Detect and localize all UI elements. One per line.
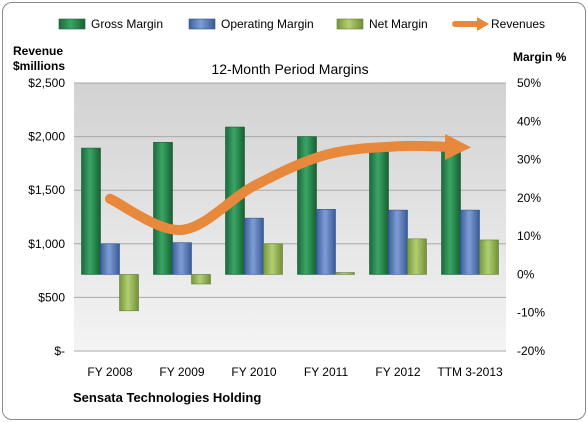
category-label-fy-2010: FY 2010 [231, 365, 276, 379]
right-tick-0: 0% [517, 267, 535, 281]
left-axis-ticks: $- $500 $1,000 $1,500 $2,000 $2,500 [28, 76, 65, 358]
bar-operating-margin-fy-2012 [388, 209, 408, 275]
left-tick-2-000: $2,000 [28, 130, 65, 144]
bar-operating-margin-fy-2011 [316, 209, 336, 275]
legend-label-net-margin: Net Margin [369, 17, 428, 31]
right-tick-50: 50% [517, 76, 541, 90]
bar-net-margin-fy-2010 [263, 243, 283, 275]
bar-gross-margin-ttm-3-2013 [441, 143, 461, 275]
left-tick-1-500: $1,500 [28, 183, 65, 197]
legend-swatch-revenues-head [477, 17, 489, 31]
bar-net-margin-fy-2012 [407, 238, 427, 275]
category-label-ttm-3-2013: TTM 3-2013 [437, 365, 503, 379]
left-tick-1-000: $1,000 [28, 237, 65, 251]
right-tick-10: -10% [517, 306, 545, 320]
left-axis-label-line2: $millions [13, 59, 65, 73]
bar-net-margin-fy-2008 [119, 274, 139, 312]
right-tick-20: -20% [517, 344, 545, 358]
revenue-series [105, 133, 472, 235]
legend-label-gross-margin: Gross Margin [91, 17, 163, 31]
legend: Gross Margin Operating Margin Net Margin… [58, 17, 545, 31]
gridlines [74, 82, 506, 352]
right-axis-label: Margin % [513, 50, 567, 64]
chart-title: 12-Month Period Margins [211, 61, 368, 77]
company-name: Sensata Technologies Holding [73, 390, 261, 405]
right-tick-30: 30% [517, 153, 541, 167]
bar-net-margin-ttm-3-2013 [479, 239, 499, 275]
category-label-fy-2008: FY 2008 [87, 365, 132, 379]
bar-gross-margin-fy-2011 [297, 136, 317, 275]
left-tick-: $- [54, 344, 65, 358]
revenue-line [105, 133, 472, 235]
legend-label-operating-margin: Operating Margin [221, 17, 314, 31]
bar-gross-margin-fy-2009 [153, 142, 173, 275]
bar-net-margin-fy-2009 [191, 274, 211, 285]
right-axis-ticks: -20% -10% 0% 10% 20% 30% 40% 50% [517, 76, 545, 358]
margins-chart: Gross Margin Operating Margin Net Margin… [13, 17, 567, 405]
bar-gross-margin-fy-2012 [369, 143, 389, 275]
bar-operating-margin-ttm-3-2013 [460, 209, 480, 275]
bar-operating-margin-fy-2009 [172, 242, 192, 275]
bar-net-margin-fy-2011 [335, 272, 355, 275]
right-tick-40: 40% [517, 114, 541, 128]
left-tick-2-500: $2,500 [28, 76, 65, 90]
legend-swatch-operating-margin [188, 18, 216, 30]
legend-swatch-gross-margin [58, 18, 86, 30]
left-tick-500: $500 [38, 290, 65, 304]
category-labels: FY 2008 FY 2009 FY 2010 FY 2011 FY 2012 TTM 3… [87, 365, 503, 379]
right-tick-20: 20% [517, 191, 541, 205]
bar-operating-margin-fy-2010 [244, 217, 264, 275]
legend-label-revenues: Revenues [491, 17, 545, 31]
bar-gross-margin-fy-2008 [81, 147, 101, 275]
legend-swatch-net-margin [336, 18, 364, 30]
category-label-fy-2012: FY 2012 [375, 365, 420, 379]
right-tick-10: 10% [517, 229, 541, 243]
category-label-fy-2011: FY 2011 [304, 365, 349, 379]
category-label-fy-2009: FY 2009 [159, 365, 204, 379]
bar-operating-margin-fy-2008 [100, 243, 120, 275]
left-axis-label-line1: Revenue [13, 44, 63, 58]
bars [81, 126, 499, 312]
